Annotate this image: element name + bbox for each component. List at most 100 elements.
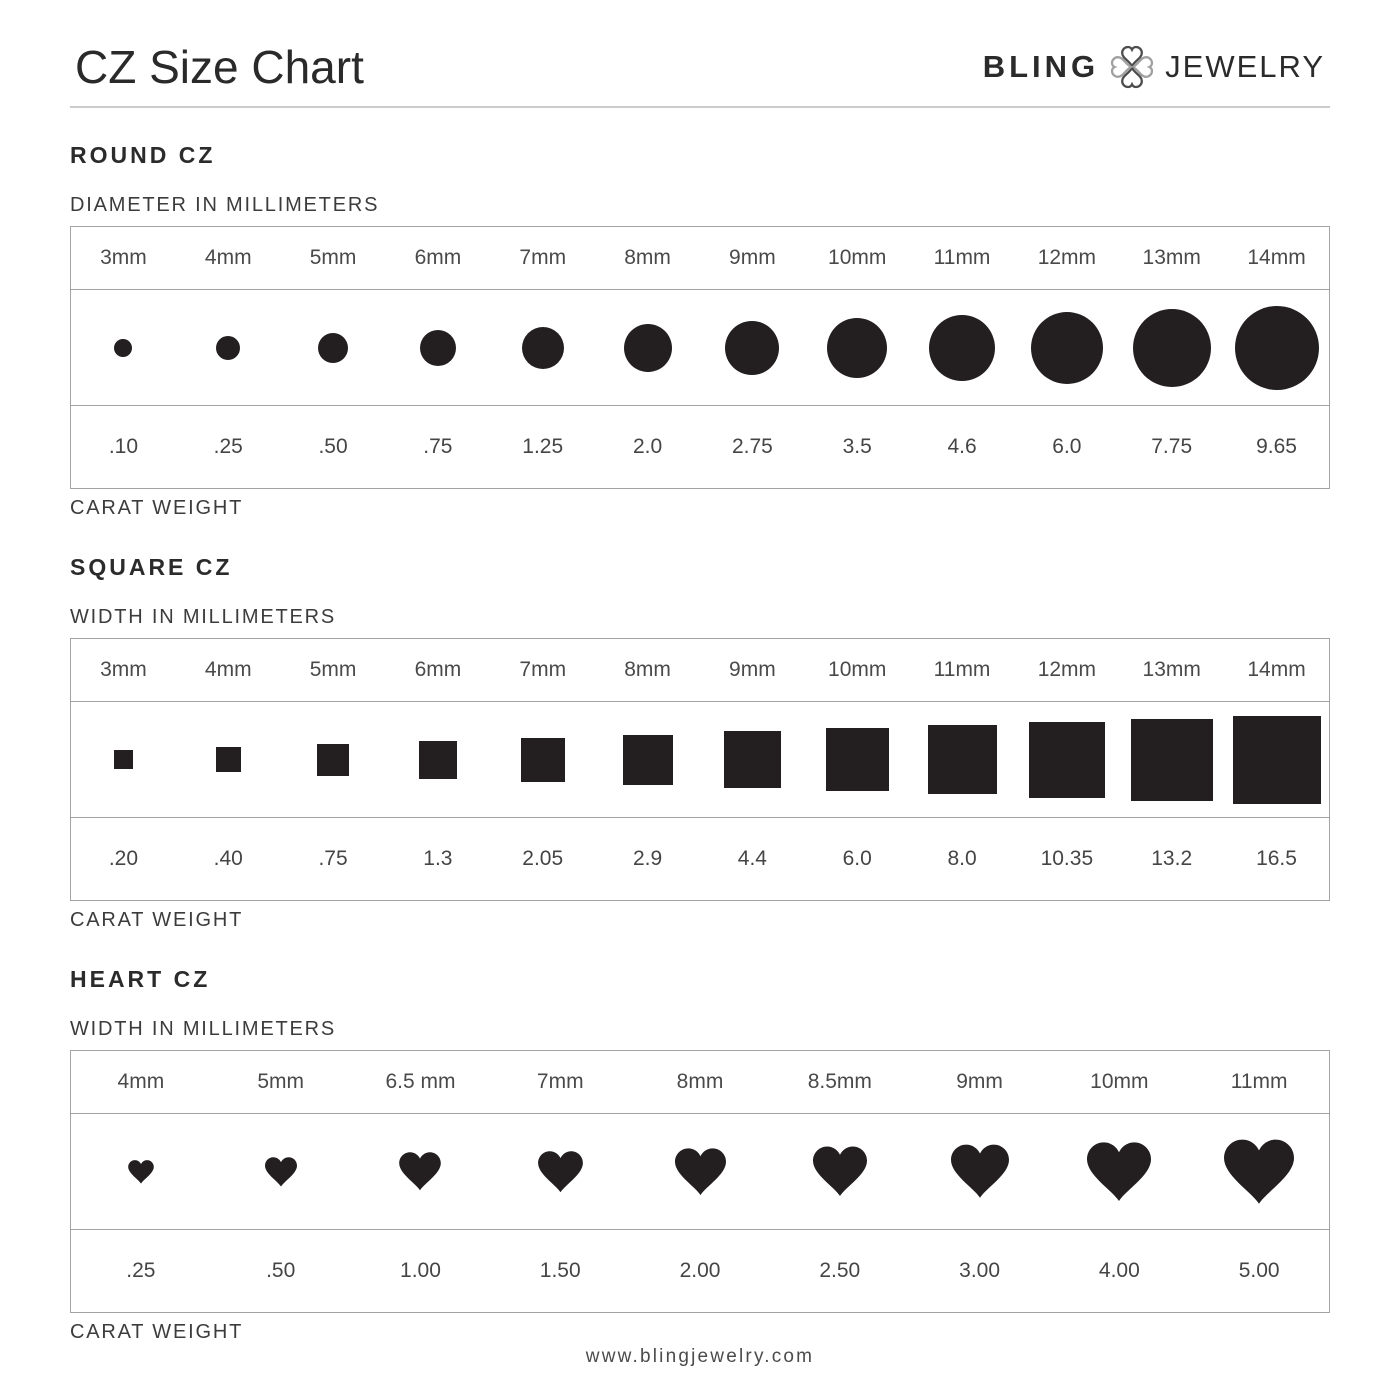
shape-cell — [176, 702, 281, 817]
size-table: 3mm 4mm 5mm 6mm 7mm 8mm 9mm 10mm 11mm 12mm 13mm 14m… — [70, 638, 1330, 901]
mm-size-label: 4mm — [204, 658, 252, 681]
heart-shape — [812, 1146, 867, 1196]
heart-shape — [128, 1159, 154, 1184]
carat-weight-value: .25 — [213, 435, 243, 458]
heart-shape — [537, 1150, 583, 1192]
shape-cell — [71, 1114, 211, 1229]
heart-shape — [950, 1144, 1009, 1198]
dimension-label: WIDTH IN MILLIMETERS — [70, 1018, 337, 1040]
carat-weight-value: .20 — [108, 847, 139, 870]
circle-shape — [725, 320, 780, 375]
shape-cell — [805, 702, 910, 817]
shape-row — [71, 290, 1329, 406]
mm-size-label: 14mm — [1247, 658, 1306, 681]
shape-cell — [490, 1114, 630, 1229]
carat-weight-value: 4.6 — [947, 435, 977, 458]
carat-row: .10 .25 .50 .75 1.25 2.0 2.75 3.5 4.6 6.0 7.75 9.65 — [71, 406, 1329, 488]
mm-size-label: 5mm — [309, 246, 357, 269]
mm-size-label: 11mm — [933, 658, 991, 681]
section-heart: HEART CZ WIDTH IN MILLIMETERS 4mm 5mm 6.5 mm… — [70, 966, 1330, 1344]
shape-cell — [71, 290, 176, 405]
shape-cell — [700, 702, 805, 817]
carat-row: .25 .50 1.00 1.50 2.00 2.50 3.00 4.00 5.00 — [71, 1230, 1329, 1312]
mm-size-label: 11mm — [1230, 1070, 1288, 1093]
shape-cell — [910, 702, 1015, 817]
mm-size-label: 8mm — [624, 658, 671, 681]
square-shape — [622, 734, 673, 785]
carat-weight-value: 10.35 — [1040, 847, 1094, 870]
mm-size-label: 14mm — [1247, 246, 1306, 269]
dimension-label: DIAMETER IN MILLIMETERS — [70, 194, 380, 216]
shape-row — [71, 702, 1329, 818]
shape-cell — [1224, 290, 1329, 405]
shape-cell — [770, 1114, 910, 1229]
circle-shape — [827, 317, 888, 378]
shape-cell — [281, 290, 386, 405]
carat-weight-value: 2.0 — [632, 435, 663, 458]
mm-size-label: 8mm — [676, 1070, 724, 1093]
shape-cell — [805, 290, 910, 405]
shape-row — [71, 1114, 1329, 1230]
square-shape — [825, 728, 889, 791]
section-heading: ROUND CZ — [70, 142, 216, 168]
carat-weight-value: 2.9 — [632, 847, 663, 870]
circle-shape — [1132, 308, 1211, 387]
mm-size-label: 11mm — [933, 246, 991, 269]
section-square: SQUARE CZ WIDTH IN MILLIMETERS 3mm 4mm 5mm 6m… — [70, 554, 1330, 932]
mm-size-label: 7mm — [536, 1070, 584, 1093]
mm-size-label: 9mm — [956, 1070, 1003, 1093]
header-divider — [70, 106, 1330, 108]
carat-weight-value: .75 — [423, 435, 453, 458]
square-shape — [1130, 718, 1213, 801]
carat-weight-value: .25 — [126, 1259, 156, 1282]
carat-weight-value: .50 — [266, 1259, 296, 1282]
dimension-label: WIDTH IN MILLIMETERS — [70, 606, 337, 628]
square-shape — [520, 737, 565, 782]
shape-cell — [176, 290, 281, 405]
mm-size-label: 3mm — [100, 658, 147, 681]
brand-name-bling: BLING — [982, 49, 1100, 84]
square-shape — [723, 731, 781, 788]
footer: www.blingjewelry.com — [70, 1346, 1330, 1368]
carat-weight-value: 13.2 — [1151, 847, 1193, 870]
size-table: 4mm 5mm 6.5 mm 7mm 8mm 8.5mm 9mm 10mm 11mm .25 .50… — [70, 1050, 1330, 1313]
mm-size-label: 10mm — [1090, 1070, 1149, 1093]
section-heading: HEART CZ — [70, 966, 211, 992]
carat-weight-value: 1.3 — [423, 847, 453, 870]
circle-shape — [419, 329, 456, 366]
heart-shape — [1087, 1141, 1152, 1201]
carat-weight-label: CARAT WEIGHT — [70, 497, 244, 519]
shape-cell — [490, 290, 595, 405]
mm-size-label: 9mm — [729, 246, 776, 269]
sections: ROUND CZ DIAMETER IN MILLIMETERS 3mm 4mm 5mm… — [70, 142, 1330, 1344]
shape-cell — [1014, 702, 1119, 817]
carat-weight-value: .10 — [108, 435, 139, 458]
carat-weight-label: CARAT WEIGHT — [70, 1321, 244, 1343]
carat-weight-value: 4.4 — [737, 847, 767, 870]
mm-size-label: 12mm — [1037, 246, 1097, 269]
shape-cell — [595, 702, 700, 817]
mm-size-label: 4mm — [117, 1070, 165, 1093]
mm-size-label: 5mm — [257, 1070, 304, 1093]
carat-weight-value: 3.00 — [959, 1259, 1001, 1282]
heart-shape — [1224, 1139, 1295, 1204]
circle-shape — [623, 323, 672, 372]
brand-logo: BLING JEWELRY — [983, 44, 1325, 90]
mm-size-label: 13mm — [1142, 246, 1201, 269]
square-shape — [317, 743, 350, 776]
mm-label-row: 4mm 5mm 6.5 mm 7mm 8mm 8.5mm 9mm 10mm 11mm — [71, 1051, 1329, 1114]
square-shape — [215, 747, 241, 772]
heart-shape — [264, 1156, 297, 1186]
carat-weight-value: 6.0 — [1052, 435, 1082, 458]
square-shape — [1028, 721, 1105, 798]
carat-row: .20 .40 .75 1.3 2.05 2.9 4.4 6.0 8.0 10.35 13.2 16.… — [71, 818, 1329, 900]
carat-weight-value: 1.50 — [539, 1259, 581, 1282]
mm-size-label: 12mm — [1037, 658, 1097, 681]
mm-label-row: 3mm 4mm 5mm 6mm 7mm 8mm 9mm 10mm 11mm 12mm 13mm 14m… — [71, 227, 1329, 290]
circle-shape — [216, 335, 241, 360]
brand-name-jewelry: JEWELRY — [1165, 49, 1325, 84]
circle-shape — [929, 314, 996, 381]
carat-weight-value: 2.05 — [522, 847, 564, 870]
carat-weight-value: 5.00 — [1238, 1259, 1280, 1282]
